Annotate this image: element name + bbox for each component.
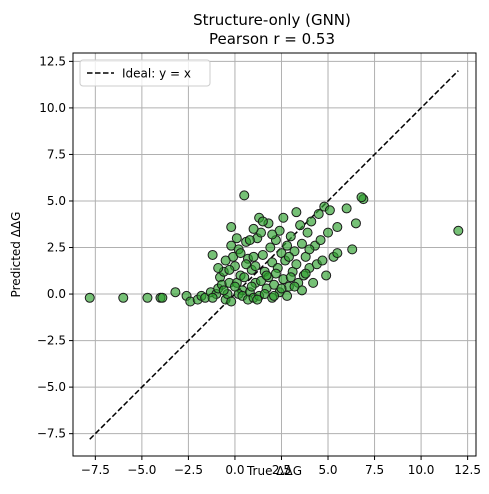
data-point: [313, 209, 324, 220]
data-point: [226, 296, 237, 307]
y-tick-label: 10.0: [39, 101, 66, 115]
data-point: [231, 233, 242, 244]
data-point: [285, 231, 296, 242]
data-point: [332, 222, 343, 233]
data-point: [261, 270, 272, 281]
data-point: [347, 244, 358, 255]
data-point: [257, 216, 268, 227]
chart-title-line2: Pearson r = 0.53: [209, 30, 335, 48]
data-point: [321, 270, 332, 281]
data-point: [289, 281, 300, 292]
x-axis-label: True ΔΔG: [246, 464, 302, 478]
data-point: [157, 292, 168, 303]
data-point: [453, 225, 464, 236]
data-point: [235, 248, 246, 259]
data-point: [341, 203, 352, 214]
data-point: [308, 277, 319, 288]
data-point: [170, 287, 181, 298]
data-point: [118, 292, 129, 303]
x-tick-label: 5.0: [318, 463, 337, 477]
x-tick-label: 10.0: [408, 463, 435, 477]
data-point: [270, 268, 281, 279]
x-tick-label: 0.0: [225, 463, 244, 477]
data-point: [250, 261, 261, 272]
data-point: [224, 264, 235, 275]
y-tick-label: −2.5: [37, 334, 66, 348]
data-point: [278, 212, 289, 223]
data-point: [239, 272, 250, 283]
data-point: [207, 249, 218, 260]
scatter-points: [84, 190, 464, 307]
y-tick-label: 5.0: [47, 194, 66, 208]
data-point: [285, 272, 296, 283]
chart-title-line1: Structure-only (GNN): [193, 11, 351, 29]
data-point: [246, 281, 257, 292]
y-tick-label: −7.5: [37, 427, 66, 441]
data-point: [291, 259, 302, 270]
x-tick-label: −5.0: [127, 463, 156, 477]
y-tick-label: 0.0: [47, 287, 66, 301]
data-point: [291, 207, 302, 218]
y-axis-label: Predicted ΔΔG: [9, 212, 23, 298]
y-tick-label: 2.5: [47, 241, 66, 255]
plot-frame: [72, 52, 477, 457]
data-point: [220, 255, 231, 266]
data-point: [142, 292, 153, 303]
data-point: [324, 205, 335, 216]
data-point: [317, 255, 328, 266]
data-point: [276, 283, 287, 294]
data-point: [248, 223, 259, 234]
data-point: [252, 294, 263, 305]
data-point: [315, 235, 326, 246]
data-point: [323, 227, 334, 238]
data-point: [295, 220, 306, 231]
x-tick-label: −2.5: [174, 463, 203, 477]
data-point: [226, 222, 237, 233]
data-point: [244, 235, 255, 246]
ideal-line: [89, 70, 459, 440]
x-tick-label: 12.5: [454, 463, 481, 477]
data-point: [241, 259, 252, 270]
data-point: [350, 218, 361, 229]
data-point: [296, 238, 307, 249]
data-point: [267, 229, 278, 240]
data-point: [248, 251, 259, 262]
data-point: [84, 292, 95, 303]
ideal-line-group: [89, 70, 459, 440]
data-point: [302, 227, 313, 238]
x-axis-ticks: −7.5 −5.0 −2.5 0.0 2.5 5.0 7.5 10.0 12.5: [81, 456, 481, 477]
data-point: [332, 248, 343, 259]
data-point: [304, 244, 315, 255]
legend-label: Ideal: y = x: [122, 67, 191, 81]
y-tick-label: 7.5: [47, 147, 66, 161]
data-point: [283, 251, 294, 262]
data-point: [306, 216, 317, 227]
data-point: [239, 190, 250, 201]
data-point: [300, 268, 311, 279]
y-tick-label: 12.5: [39, 54, 66, 68]
data-point: [229, 281, 240, 292]
data-point: [269, 290, 280, 301]
data-point: [207, 292, 218, 303]
legend: Ideal: y = x: [79, 59, 211, 87]
y-tick-label: −5.0: [37, 380, 66, 394]
y-axis-ticks: −7.5 −5.0 −2.5 0.0 2.5 5.0 7.5 10.0 12.5: [37, 54, 73, 441]
x-tick-label: −7.5: [81, 463, 110, 477]
x-tick-label: 2.5: [272, 463, 291, 477]
x-tick-label: 7.5: [365, 463, 384, 477]
data-point: [282, 240, 293, 251]
data-point: [213, 262, 224, 273]
data-point: [356, 192, 367, 203]
legend-box: [79, 59, 211, 87]
data-point: [265, 242, 276, 253]
data-point: [282, 290, 293, 301]
data-point: [257, 249, 268, 260]
data-point: [218, 285, 229, 296]
